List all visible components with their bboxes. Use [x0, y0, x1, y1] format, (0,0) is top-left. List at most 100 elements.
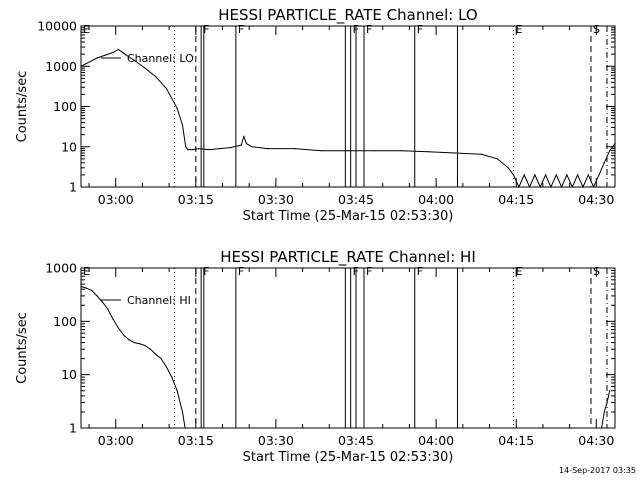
x-axis-label: Start Time (25-Mar-15 02:53:30): [243, 209, 454, 224]
data-point: [582, 186, 584, 188]
data-point: [160, 358, 162, 360]
event-marker-label: F: [366, 23, 372, 36]
data-point: [123, 52, 125, 54]
x-tick-label: 03:30: [258, 192, 294, 207]
data-point: [539, 186, 541, 188]
event-marker-label: E: [516, 265, 523, 278]
data-point: [555, 174, 557, 176]
data-point: [187, 148, 189, 151]
event-marker-label: F: [238, 265, 244, 278]
data-point: [601, 427, 603, 429]
x-tick-label: 04:00: [418, 433, 454, 448]
event-marker-label: S: [593, 23, 600, 36]
data-point: [512, 174, 515, 176]
data-point: [128, 56, 130, 58]
data-point: [609, 390, 611, 392]
event-marker-label: F: [417, 23, 423, 36]
data-point: [550, 186, 552, 188]
data-point: [534, 174, 536, 176]
data-point: [454, 152, 456, 154]
data-point: [374, 150, 376, 152]
data-point: [544, 174, 547, 176]
y-tick-label: 1: [69, 180, 77, 195]
y-tick-label: 10: [61, 139, 77, 154]
y-tick-label: 1: [69, 421, 77, 436]
data-point: [240, 144, 242, 146]
legend-label: Channel: HI: [127, 294, 191, 307]
data-point: [80, 285, 82, 288]
data-point: [165, 366, 168, 368]
data-point: [181, 411, 184, 413]
data-point: [593, 186, 595, 188]
data-point: [112, 51, 114, 54]
data-point: [577, 174, 579, 176]
data-point: [181, 124, 184, 126]
x-tick-label: 04:00: [418, 192, 454, 207]
data-point: [176, 107, 178, 109]
data-point: [144, 345, 146, 347]
y-tick-label: 1000: [45, 59, 77, 74]
chart-panel-2: HESSI PARTICLE_RATE Channel: HI Counts/se…: [15, 248, 616, 465]
x-tick-label: 04:15: [498, 192, 534, 207]
data-point: [123, 334, 125, 336]
y-tick-label: 1000: [45, 261, 77, 276]
data-point: [243, 135, 245, 138]
data-point: [91, 289, 93, 292]
data-point: [96, 295, 98, 297]
x-tick-label: 03:30: [258, 433, 294, 448]
event-marker-label: F: [203, 265, 209, 278]
data-point: [587, 174, 589, 176]
data-point: [598, 174, 600, 176]
x-tick-label: 03:45: [338, 433, 374, 448]
data-point: [171, 376, 173, 378]
x-tick-label: 03:00: [98, 433, 134, 448]
x-tick-label: 04:30: [578, 433, 614, 448]
event-marker-label: S: [593, 265, 600, 278]
data-point: [496, 158, 499, 160]
chart-panel-1: HESSI PARTICLE_RATE Channel: LO Counts/se…: [15, 6, 616, 224]
data-point: [566, 174, 568, 176]
event-marker-label: E: [83, 265, 90, 278]
plot-frame: [80, 267, 616, 429]
data-point: [320, 150, 322, 152]
data-point: [609, 150, 611, 152]
data-point: [80, 65, 82, 67]
data-point: [427, 151, 429, 153]
data-point: [144, 67, 146, 69]
data-point: [507, 167, 509, 169]
data-point: [603, 411, 605, 413]
data-point: [561, 186, 563, 188]
x-tick-label: 04:15: [498, 433, 534, 448]
data-point: [528, 186, 531, 188]
data-point: [149, 348, 152, 350]
x-axis-label: Start Time (25-Mar-15 02:53:30): [243, 450, 454, 465]
data-point: [251, 146, 253, 148]
y-tick-label: 100: [53, 99, 77, 114]
event-marker-label: E: [516, 23, 523, 36]
data-point: [267, 147, 269, 150]
data-point: [133, 59, 135, 61]
data-point: [245, 142, 248, 145]
y-axis-label: Counts/sec: [15, 71, 30, 143]
data-point: [101, 301, 103, 303]
data-point: [107, 308, 109, 310]
plot-frame: [80, 25, 616, 188]
legend-label: Channel: LO: [127, 52, 194, 65]
data-point: [128, 339, 130, 341]
data-point: [192, 148, 194, 151]
x-tick-label: 03:00: [98, 192, 134, 207]
data-point: [165, 87, 168, 90]
y-tick-label: 100: [53, 314, 77, 329]
x-tick-label: 03:45: [338, 192, 374, 207]
series-line-1: [80, 48, 616, 189]
data-point: [208, 148, 210, 151]
event-marker-label: F: [238, 23, 244, 36]
data-point: [85, 287, 87, 289]
event-marker-label: F: [366, 265, 372, 278]
y-axis-label: Counts/sec: [15, 312, 30, 384]
x-tick-label: 03:15: [178, 433, 214, 448]
x-tick-label: 04:30: [578, 192, 614, 207]
data-point: [185, 146, 187, 148]
event-marker-label: E: [83, 23, 90, 36]
